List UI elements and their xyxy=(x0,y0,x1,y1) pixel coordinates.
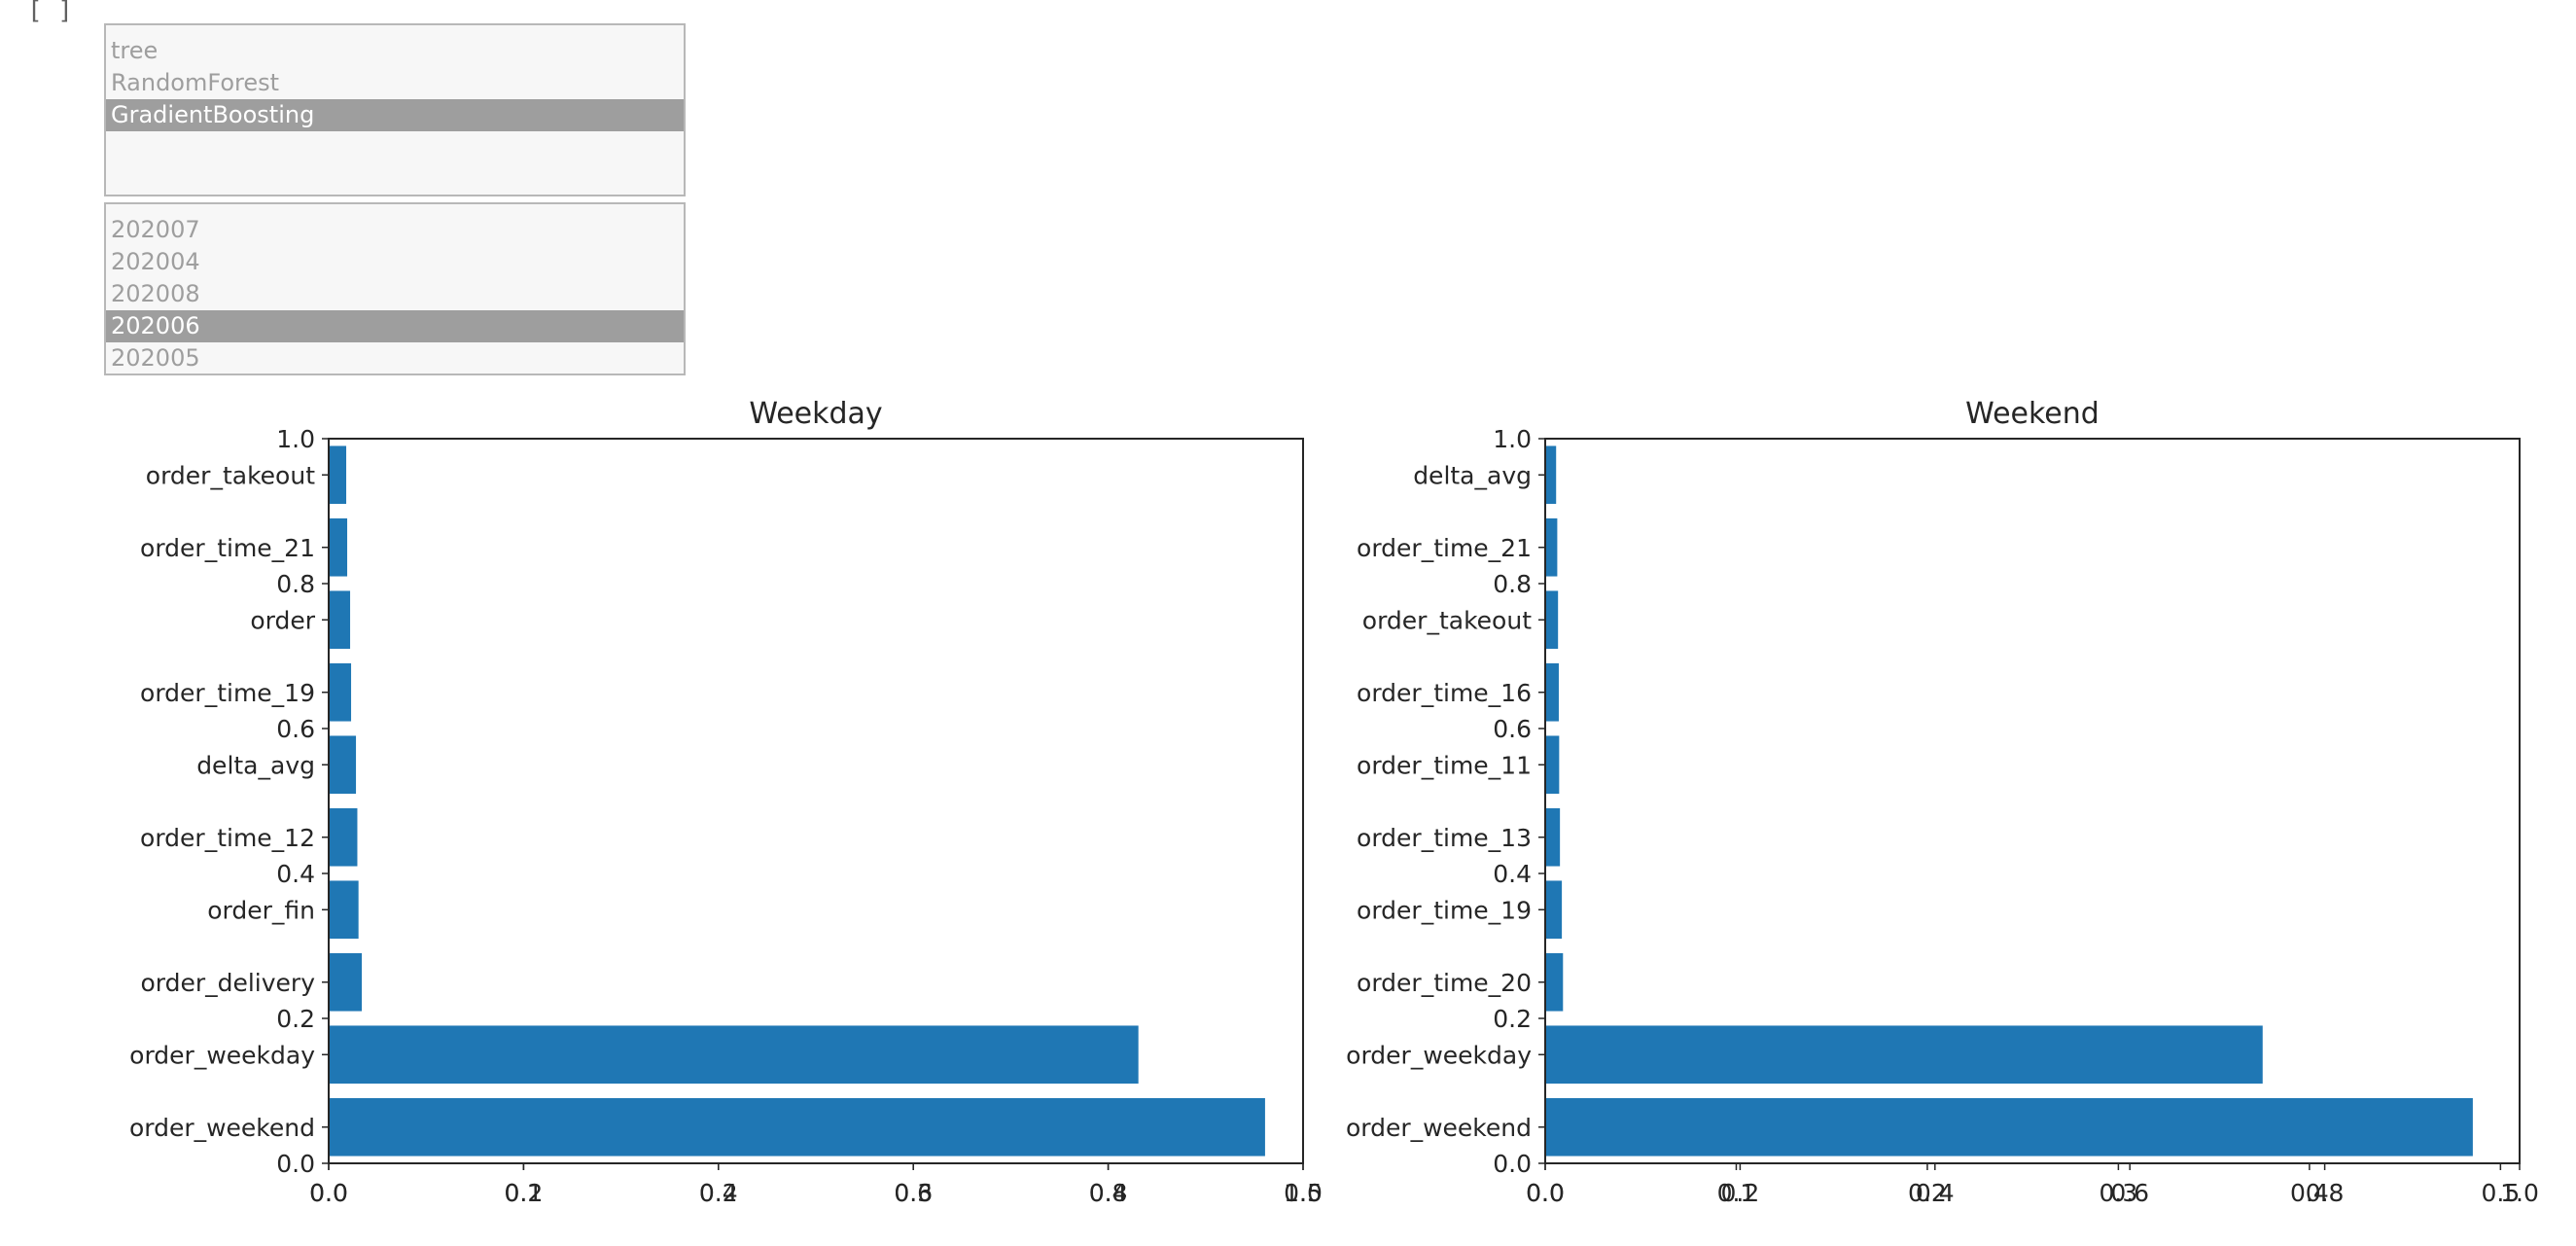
bar xyxy=(330,735,357,795)
category-label: order_time_19 xyxy=(1357,896,1532,924)
category-label: order_time_20 xyxy=(1357,969,1532,997)
bar xyxy=(1546,952,1564,1012)
category-label: order_weekend xyxy=(1346,1114,1532,1142)
x-tick-label: 0.2 xyxy=(699,1179,738,1207)
category-label: order_time_16 xyxy=(1357,679,1532,707)
plot-frame xyxy=(328,438,1304,1164)
x-tick-label: 0.6 xyxy=(894,1179,933,1207)
y-tick-label: 0.2 xyxy=(1493,1005,1532,1033)
x-tick-label: 0.5 xyxy=(2481,1179,2520,1207)
x-tick-label: 0.4 xyxy=(699,1179,738,1207)
bar xyxy=(330,590,351,650)
x-tick-label: 0.0 xyxy=(1526,1179,1565,1207)
bar xyxy=(330,517,348,577)
model-select[interactable]: tree RandomForest GradientBoosting xyxy=(104,23,686,196)
bar xyxy=(1546,1097,2473,1157)
category-label: order_time_19 xyxy=(140,679,315,707)
x-tick-label: 0.5 xyxy=(1284,1179,1323,1207)
bar xyxy=(1546,1025,2263,1085)
category-label: delta_avg xyxy=(196,751,315,779)
x-tick-label: 0.1 xyxy=(505,1179,544,1207)
model-option[interactable]: RandomForest xyxy=(111,69,280,96)
category-label: order_time_13 xyxy=(1357,824,1532,852)
bar xyxy=(1546,807,1561,867)
y-tick-label: 1.0 xyxy=(276,425,315,453)
category-label: order_time_11 xyxy=(1357,751,1532,779)
y-tick-label: 0.4 xyxy=(1493,860,1532,888)
x-tick-label: 0.3 xyxy=(894,1179,933,1207)
x-tick-label: 0.2 xyxy=(1721,1179,1760,1207)
x-tick-label: 0.2 xyxy=(505,1179,544,1207)
y-tick-label: 0.8 xyxy=(1493,570,1532,598)
y-tick-label: 0.6 xyxy=(1493,715,1532,743)
month-option[interactable]: 202006 xyxy=(106,310,684,342)
category-label: order_time_21 xyxy=(140,534,315,562)
y-tick-label: 0.0 xyxy=(1493,1150,1532,1178)
cell-prompt: [ ] xyxy=(27,0,73,25)
model-option[interactable]: GradientBoosting xyxy=(106,99,684,131)
x-tick-label: 0.8 xyxy=(1089,1179,1128,1207)
chart-title: Weekend xyxy=(1965,397,2100,431)
x-tick-label: 1.0 xyxy=(1284,1179,1323,1207)
y-tick-label: 0.6 xyxy=(276,715,315,743)
x-tick-label: 0.2 xyxy=(1908,1179,1947,1207)
y-tick-label: 0.8 xyxy=(276,570,315,598)
bar xyxy=(330,807,358,867)
category-label: order_fin xyxy=(207,896,315,924)
bar xyxy=(330,880,359,940)
model-option[interactable]: tree xyxy=(111,37,159,64)
bar xyxy=(330,952,363,1012)
x-tick-label: 0.3 xyxy=(2100,1179,2138,1207)
x-tick-label: 0.0 xyxy=(309,1179,348,1207)
month-option[interactable]: 202007 xyxy=(111,216,200,243)
bar xyxy=(330,445,347,505)
y-tick-label: 0.0 xyxy=(276,1150,315,1178)
x-tick-label: 0.0 xyxy=(1526,1179,1565,1207)
category-label: order_weekend xyxy=(129,1114,315,1142)
bar xyxy=(1546,735,1560,795)
bar xyxy=(1546,880,1563,940)
x-tick-label: 0.0 xyxy=(309,1179,348,1207)
y-tick-label: 0.2 xyxy=(276,1005,315,1033)
chart-title: Weekday xyxy=(749,397,882,431)
category-label: order_weekday xyxy=(1346,1041,1532,1069)
month-option[interactable]: 202004 xyxy=(111,248,200,275)
x-tick-label: 0.8 xyxy=(2306,1179,2345,1207)
bar xyxy=(1546,662,1559,722)
bar xyxy=(330,1097,1265,1157)
plot-frame xyxy=(1544,438,2521,1164)
x-tick-label: 0.4 xyxy=(1089,1179,1128,1207)
y-tick-label: 0.4 xyxy=(276,860,315,888)
bar xyxy=(330,662,352,722)
category-label: order_takeout xyxy=(1362,606,1532,634)
month-option[interactable]: 202008 xyxy=(111,280,200,307)
month-select[interactable]: 202007 202004 202008 202006 202005 xyxy=(104,202,686,375)
bar xyxy=(1546,445,1557,505)
category-label: delta_avg xyxy=(1413,461,1532,489)
category-label: order xyxy=(250,606,315,634)
bar xyxy=(330,1025,1139,1085)
bar xyxy=(1546,517,1558,577)
x-tick-label: 1.0 xyxy=(2500,1179,2539,1207)
category-label: order_delivery xyxy=(140,969,315,997)
y-tick-label: 1.0 xyxy=(1493,425,1532,453)
x-tick-label: 0.4 xyxy=(1916,1179,1955,1207)
category-label: order_takeout xyxy=(146,461,315,489)
bar xyxy=(1546,590,1559,650)
category-label: order_time_12 xyxy=(140,824,315,852)
category-label: order_time_21 xyxy=(1357,534,1532,562)
month-option[interactable]: 202005 xyxy=(111,344,200,372)
x-tick-label: 0.6 xyxy=(2110,1179,2149,1207)
x-tick-label: 0.4 xyxy=(2290,1179,2329,1207)
category-label: order_weekday xyxy=(129,1041,315,1069)
x-tick-label: 0.1 xyxy=(1717,1179,1756,1207)
